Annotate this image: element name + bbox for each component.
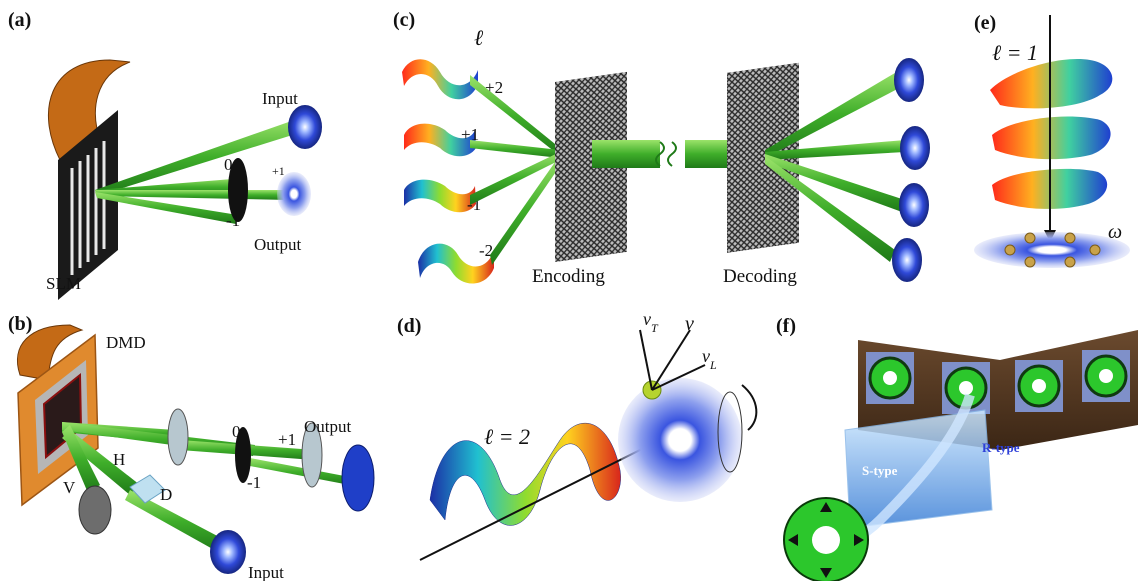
- slm-label: SLM: [46, 274, 81, 293]
- panel-b-label: (b): [8, 313, 32, 335]
- output-label-b: Output: [304, 417, 352, 436]
- helical-mode-minus1: [404, 179, 476, 213]
- encoding-label: Encoding: [532, 266, 605, 287]
- panel-d-label: (d): [397, 315, 421, 337]
- order-plus1-label: +1: [272, 164, 285, 178]
- fiber-break: [655, 141, 677, 167]
- h-label: H: [113, 450, 125, 469]
- orbit-ellipse: [717, 391, 743, 473]
- output-spot-1: [894, 58, 924, 102]
- panel-e-label: (e): [974, 12, 996, 34]
- slm-ribbon-cable: [47, 59, 131, 161]
- dmd-label: DMD: [106, 333, 146, 352]
- panel-d: (d) ℓ = 2 vT v vL: [397, 309, 758, 561]
- panel-f: (f) R-type S-type: [776, 315, 1138, 581]
- beam-splitter-cube: [129, 474, 166, 504]
- v-label: V: [63, 478, 76, 497]
- helical-mode-plus2: [402, 59, 478, 100]
- lens-b1: [167, 408, 189, 466]
- r-type-label: R-type: [982, 440, 1020, 455]
- d-label: D: [160, 485, 172, 504]
- order-minus1-label-b: -1: [247, 473, 261, 492]
- helical-wavefront-l2: [429, 422, 621, 526]
- decoding-label: Decoding: [723, 266, 797, 287]
- helical-mode-minus2: [418, 243, 494, 284]
- order-0-label: 0: [224, 155, 233, 174]
- fiber-segment-2: [685, 140, 735, 168]
- output-label: Output: [254, 235, 302, 254]
- output-pattern-b: [341, 444, 375, 512]
- helix-band-mid: [992, 116, 1111, 160]
- panel-b-beams: [62, 422, 355, 552]
- radial-vortex-core: [812, 526, 840, 554]
- vortex-donut: [618, 378, 742, 502]
- aperture-disk: [228, 158, 248, 222]
- vL-label: vL: [702, 346, 717, 372]
- output-spot-3: [899, 183, 929, 227]
- vT-label: vT: [643, 309, 659, 335]
- panel-a-label: (a): [8, 9, 31, 31]
- radial-arrows: [788, 502, 864, 578]
- output-beam-spot: [277, 172, 311, 216]
- panel-e: (e) ℓ = 1 ω: [974, 12, 1130, 268]
- mirror-v: [78, 485, 112, 535]
- ell-1-label: ℓ = 1: [992, 40, 1038, 65]
- panel-b: (b) DMD Output Input V H D 0 +1 -1: [8, 313, 375, 581]
- panel-c: (c) ℓ +2 +1 -1 -2: [393, 9, 930, 287]
- helix-band-top: [990, 59, 1113, 109]
- s-type-label: S-type: [862, 463, 898, 478]
- dmd-ribbon-cable: [17, 324, 84, 381]
- panel-c-label: (c): [393, 9, 415, 31]
- panel-f-label: (f): [776, 315, 796, 337]
- panel-a: (a) Input Output SLM 0 -1 +: [8, 9, 322, 300]
- ell-2-label: ℓ = 2: [484, 424, 530, 449]
- mode-minus2-label: -2: [479, 241, 493, 260]
- helical-mode-plus1: [404, 123, 476, 157]
- velocity-vectors: [639, 329, 758, 431]
- slm-device: [58, 110, 118, 300]
- fiber-segment-1: [592, 140, 660, 168]
- fluid-tank: [844, 409, 993, 529]
- aperture-disk-b: [235, 427, 251, 483]
- input-beam-spot-b: [210, 530, 246, 574]
- input-label: Input: [262, 89, 298, 108]
- input-label-b: Input: [248, 563, 284, 581]
- order-plus1-label-b: +1: [278, 430, 296, 449]
- decoding-mask: [727, 62, 799, 253]
- lens-b2: [301, 422, 323, 488]
- output-spot-4: [892, 238, 922, 282]
- order-minus1-label: -1: [226, 211, 240, 230]
- encoding-mask: [555, 71, 627, 262]
- omega-label: ω: [1108, 221, 1122, 243]
- order-0-label-b: 0: [232, 422, 241, 441]
- focal-ring: [974, 232, 1130, 268]
- input-beam-spot: [288, 105, 322, 149]
- mode-plus1-label: +1: [461, 125, 479, 144]
- ell-symbol: ℓ: [474, 25, 484, 50]
- panel-c-output-beams: [765, 70, 905, 262]
- panel-c-input-beams: [470, 75, 562, 265]
- film-frames: [866, 350, 1130, 414]
- output-spot-2: [900, 126, 930, 170]
- slm-grating: [70, 141, 106, 275]
- panel-a-beams: [95, 118, 302, 224]
- trapped-particles: [1004, 232, 1101, 268]
- v-vector-label: v: [685, 313, 694, 335]
- propagation-axis: [419, 439, 661, 561]
